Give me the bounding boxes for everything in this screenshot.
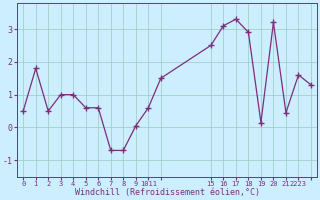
X-axis label: Windchill (Refroidissement éolien,°C): Windchill (Refroidissement éolien,°C) (75, 188, 260, 197)
